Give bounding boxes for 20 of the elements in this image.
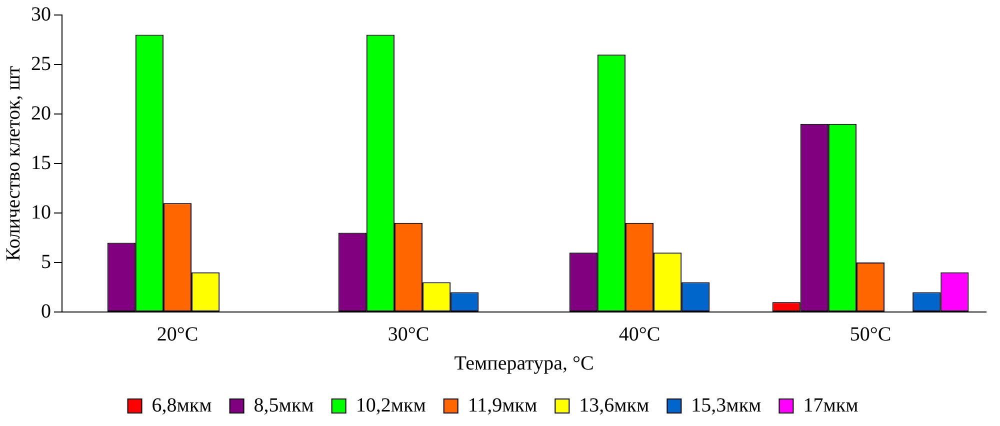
legend-label: 17мкм: [803, 394, 859, 416]
y-tick-label: 20: [31, 102, 51, 124]
x-tick-label: 50°C: [850, 323, 892, 346]
legend-label: 11,9мкм: [468, 394, 538, 416]
y-tick-label: 25: [31, 52, 51, 75]
x-axis-title: Температура, °C: [454, 352, 594, 374]
legend-label: 8,5мкм: [254, 394, 314, 416]
y-tick-label: 0: [41, 300, 51, 322]
legend-label: 10,2мкм: [356, 394, 426, 416]
y-tick-label: 10: [31, 201, 51, 224]
y-tick-label: 5: [41, 250, 51, 273]
x-tick-label: 20°C: [156, 323, 198, 346]
y-axis-title: Количество клеток, шт: [2, 66, 24, 262]
legend-label: 15,3мкм: [691, 394, 762, 416]
y-tick-label: 30: [31, 3, 51, 26]
legend-label: 6,8мкм: [152, 394, 212, 416]
x-tick-label: 30°C: [388, 323, 430, 346]
legend-label: 13,6мкм: [579, 394, 650, 416]
x-tick-label: 40°C: [618, 323, 660, 346]
y-tick-label: 15: [31, 152, 51, 174]
